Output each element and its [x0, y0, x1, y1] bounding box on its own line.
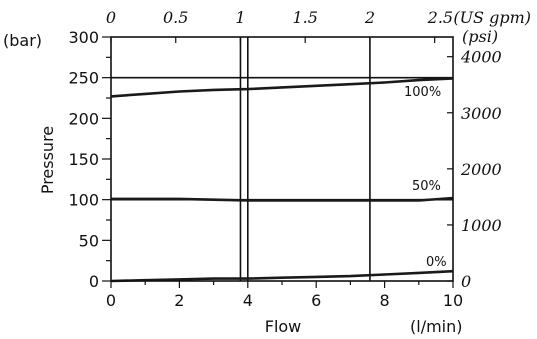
y2-tick-label: 2000: [460, 160, 502, 179]
y-tick-label: 300: [68, 28, 99, 47]
x-tick-label: 6: [311, 291, 321, 310]
series-line: [111, 196, 454, 202]
x-tick-label: 0: [106, 291, 116, 310]
y-tick-label: 250: [68, 69, 99, 88]
y-tick-label: 0: [89, 272, 99, 291]
tick-marks: [102, 36, 454, 288]
series-line: [110, 269, 454, 283]
x-axis-title: Flow: [265, 317, 302, 336]
y-tick-label: 50: [79, 231, 99, 250]
x2-axis-unit: (US gpm): [453, 8, 531, 27]
y-tick-label: 150: [68, 150, 99, 169]
series-label: 0%: [426, 255, 447, 270]
x2-tick-label: 1.5: [292, 8, 317, 27]
series-label: 50%: [412, 179, 441, 194]
x-axis-unit: (l/min): [410, 317, 463, 336]
x2-tick-label: 0: [106, 8, 116, 27]
series-line: [110, 77, 454, 98]
y2-tick-label: 3000: [461, 104, 502, 123]
y2-tick-label: 1000: [461, 216, 502, 235]
y2-axis-unit: (psi): [462, 27, 498, 46]
x2-tick-label: 0.5: [163, 8, 188, 27]
y2-tick-label: 0: [461, 272, 471, 291]
y-tick-label: 100: [68, 191, 99, 210]
plot-frame: [110, 36, 454, 282]
x2-tick-label: 2: [364, 8, 375, 27]
x-tick-label: 2: [174, 291, 184, 310]
y-tick-label: 200: [68, 109, 99, 128]
x2-tick-label: 1: [235, 8, 245, 27]
series-label: 100%: [404, 85, 441, 100]
y-axis-title: Pressure: [38, 126, 57, 194]
series-lines: [110, 77, 454, 283]
x-tick-label: 10: [443, 291, 463, 310]
y-axis-unit: (bar): [3, 31, 42, 50]
x2-tick-label: 2.5: [427, 8, 453, 27]
y2-tick-label: 4000: [460, 48, 502, 67]
x-tick-label: 8: [380, 291, 390, 310]
x-tick-label: 4: [243, 291, 253, 310]
